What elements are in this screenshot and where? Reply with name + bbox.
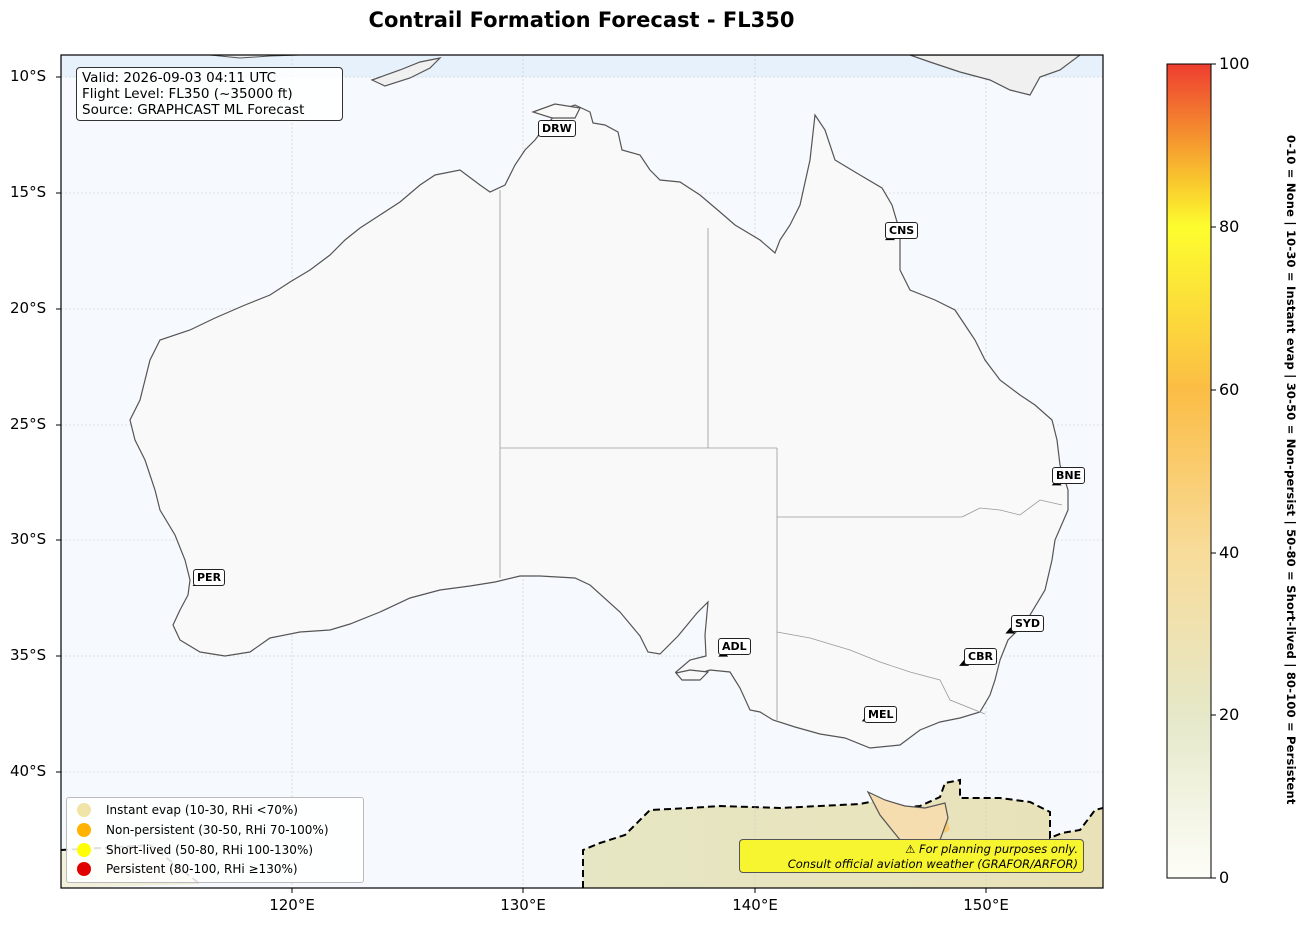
disclaimer-line-2: Consult official aviation weather (GRAFO… [787, 857, 1078, 871]
legend-swatch [77, 823, 91, 837]
legend-label: Instant evap (10-30, RHi <70%) [106, 803, 298, 817]
legend-item-instant-evap: Instant evap (10-30, RHi <70%) [77, 800, 298, 820]
city-label-cns[interactable]: CNS [885, 222, 919, 239]
page-title: Contrail Formation Forecast - FL350 [368, 8, 795, 32]
city-label-mel[interactable]: MEL [864, 706, 898, 723]
melville-island [531, 103, 581, 119]
kangaroo-island [674, 669, 710, 681]
colorbar-tick-20: 20 [1219, 705, 1240, 724]
legend-item-short-lived: Short-lived (50-80, RHi 100-130%) [77, 840, 313, 860]
colorbar-tick-0: 0 [1219, 868, 1230, 887]
lon-tick-130e: 130°E [500, 896, 546, 914]
city-label-syd[interactable]: SYD [1011, 615, 1045, 632]
colorbar-tick-100: 100 [1219, 54, 1250, 73]
forecast-info-box: Valid: 2026-09-03 04:11 UTC Flight Level… [76, 67, 343, 121]
lat-tick-35s: 35°S [10, 646, 47, 664]
papua-new-guinea [909, 55, 1081, 96]
disclaimer-line-1: ⚠ For planning purposes only. [905, 842, 1078, 856]
forecast-source: Source: GRAPHCAST ML Forecast [82, 102, 305, 118]
lat-tick-25s: 25°S [10, 415, 47, 433]
city-label-bne[interactable]: BNE [1052, 467, 1086, 484]
city-label-adl[interactable]: ADL [718, 638, 751, 655]
indonesian-islands [370, 57, 442, 87]
australia-mainland [129, 104, 1069, 749]
lon-tick-120e: 120°E [269, 896, 315, 914]
legend-swatch [77, 862, 91, 876]
colorbar [1166, 63, 1212, 879]
lon-tick-140e: 140°E [732, 896, 778, 914]
state-borders [499, 190, 1063, 720]
valid-time: Valid: 2026-09-03 04:11 UTC [82, 70, 277, 86]
axis-ticks [56, 76, 987, 893]
legend-item-persistent: Persistent (80-100, RHi ≥130%) [77, 859, 298, 879]
legend-label: Short-lived (50-80, RHi 100-130%) [106, 843, 314, 857]
legend-item-non-persistent: Non-persistent (30-50, RHi 70-100%) [77, 820, 329, 840]
flight-level: Flight Level: FL350 (~35000 ft) [82, 86, 293, 102]
lat-tick-30s: 30°S [10, 530, 47, 548]
city-label-cbr[interactable]: CBR [964, 648, 997, 665]
colorbar-tickmarks [1211, 63, 1216, 879]
lon-tick-150e: 150°E [963, 896, 1009, 914]
map-frame [60, 54, 1104, 889]
colorbar-tick-40: 40 [1219, 543, 1240, 562]
legend-swatch [77, 803, 91, 817]
legend-label: Persistent (80-100, RHi ≥130%) [106, 862, 298, 876]
planning-disclaimer: ⚠ For planning purposes only. Consult of… [739, 839, 1084, 873]
lat-tick-15s: 15°S [10, 183, 47, 201]
legend-swatch [77, 843, 91, 857]
north-islands [209, 55, 301, 59]
lat-tick-10s: 10°S [10, 67, 47, 85]
map-legend: Instant evap (10-30, RHi <70%) Non-persi… [66, 797, 364, 883]
tasmania [866, 790, 949, 851]
legend-label: Non-persistent (30-50, RHi 70-100%) [106, 823, 329, 837]
lat-tick-20s: 20°S [10, 299, 47, 317]
colorbar-tick-60: 60 [1219, 380, 1240, 399]
lat-tick-40s: 40°S [10, 762, 47, 780]
colorbar-tick-80: 80 [1219, 217, 1240, 236]
colorbar-label: 0-10 = None | 10-30 = Instant evap | 30-… [1284, 135, 1298, 805]
city-label-per[interactable]: PER [193, 569, 226, 586]
city-label-drw[interactable]: DRW [538, 120, 576, 137]
